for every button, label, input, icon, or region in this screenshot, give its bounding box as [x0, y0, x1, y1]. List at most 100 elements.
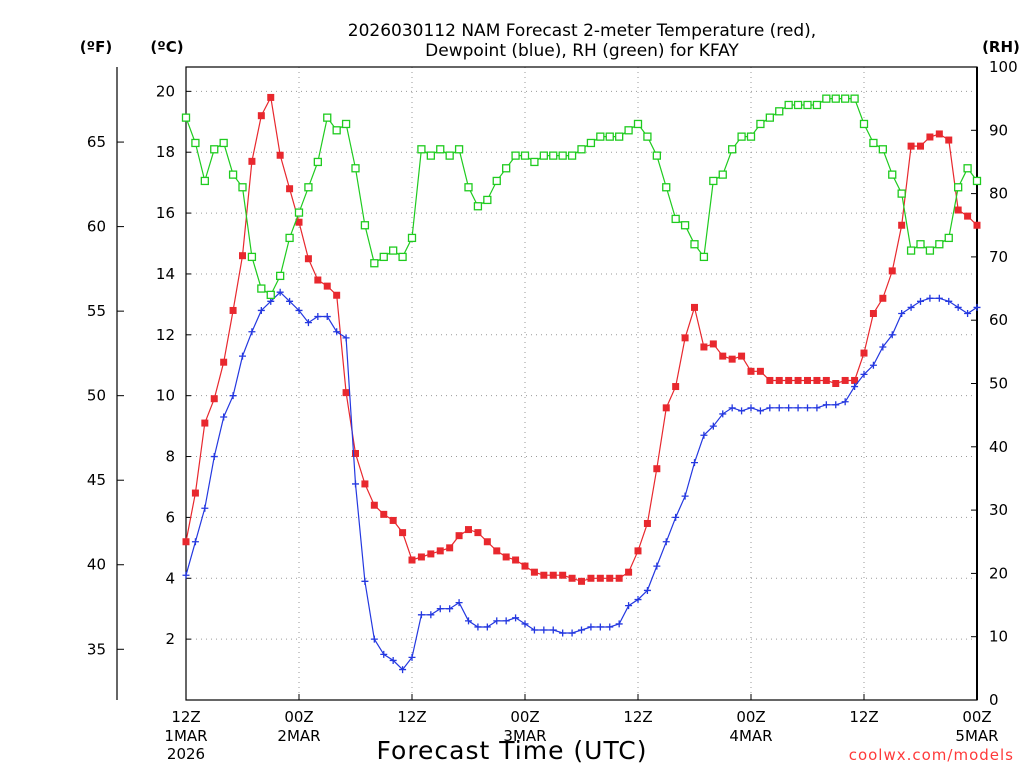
- temperature-point: [578, 577, 585, 585]
- x-tick-label: 00Z: [510, 708, 539, 726]
- temperature-point: [728, 355, 736, 363]
- rh-point: [379, 252, 388, 262]
- rh-point: [756, 119, 765, 129]
- temperature-point: [239, 252, 246, 260]
- rh-point: [313, 157, 322, 167]
- rh-tick-label: 10: [989, 628, 1008, 646]
- rh-point: [878, 145, 887, 154]
- temperature-point: [483, 538, 491, 546]
- rh-tick-label: 90: [989, 121, 1008, 139]
- rh-point: [351, 164, 360, 173]
- dewpoint-point: [323, 313, 331, 321]
- temperature-point: [879, 294, 887, 302]
- rh-point: [831, 94, 840, 103]
- rh-point: [765, 113, 774, 122]
- dewpoint-point: [879, 343, 887, 351]
- dewpoint-point: [822, 401, 830, 409]
- series-line: [185, 97, 978, 296]
- dewpoint-point: [389, 656, 397, 664]
- dewpoint-point: [220, 413, 228, 421]
- temperature-point: [804, 376, 811, 384]
- rh-point: [360, 221, 370, 230]
- rh-point: [511, 151, 520, 160]
- temperature-point: [276, 151, 284, 159]
- rh-point: [935, 240, 944, 249]
- dewpoint-point: [888, 331, 896, 339]
- dewpoint-point: [832, 401, 840, 409]
- tick-labels: 2 4 6 8 10 12 14 16 18 20 35 40 45 50 55 60 65 0 10 20 30 40 5…: [87, 58, 1018, 763]
- rh-point: [200, 176, 209, 186]
- rh-point: [615, 132, 624, 141]
- dewpoint-point: [248, 328, 256, 336]
- temperature-point: [785, 376, 793, 384]
- celsius-unit-label: (ºC): [150, 38, 183, 56]
- celsius-tick-label: 16: [156, 204, 175, 222]
- dewpoint-point: [869, 361, 877, 369]
- x-tick-date-label: 5MAR: [955, 727, 998, 745]
- dewpoint-point: [568, 629, 576, 637]
- rh-point: [888, 170, 897, 179]
- dewpoint-point: [304, 319, 312, 327]
- temperature-point: [822, 376, 830, 384]
- dewpoint-point: [785, 404, 793, 412]
- rh-point: [567, 151, 577, 160]
- x-tick-date-label: 1MAR: [164, 727, 207, 745]
- rh-point: [257, 284, 266, 293]
- temperature-point: [521, 562, 529, 570]
- dewpoint-point: [191, 538, 199, 546]
- dewpoint-point: [276, 288, 284, 296]
- temperature-point: [333, 291, 341, 299]
- rh-point: [323, 113, 332, 122]
- rh-point: [549, 151, 558, 160]
- fahrenheit-tick-label: 40: [87, 556, 106, 574]
- temperature-point: [625, 568, 633, 576]
- fahrenheit-tick-label: 35: [87, 640, 106, 658]
- temperature-point: [606, 574, 614, 582]
- rh-tick-label: 0: [989, 691, 999, 709]
- series-group: [182, 93, 981, 585]
- rh-point: [389, 246, 398, 255]
- temperature-point: [352, 449, 359, 457]
- temperature-point: [248, 157, 256, 165]
- rh-point: [841, 94, 850, 103]
- rh-point: [718, 170, 727, 179]
- rh-point: [398, 252, 407, 262]
- rh-point: [662, 183, 671, 192]
- temperature-point: [935, 130, 943, 138]
- rh-point: [859, 119, 869, 129]
- rh-point: [954, 183, 963, 192]
- fahrenheit-tick-label: 55: [87, 302, 106, 320]
- rh-tick-label: 100: [989, 58, 1018, 76]
- temperature-point: [634, 547, 642, 555]
- dewpoint-point: [841, 398, 849, 406]
- dewpoint-point: [295, 306, 303, 314]
- rh-point: [502, 164, 511, 173]
- rh-tick-label: 80: [989, 185, 1008, 203]
- dewpoint-point: [747, 404, 755, 412]
- rh-point: [219, 138, 228, 148]
- temperature-point: [841, 376, 849, 384]
- rh-point: [680, 221, 690, 230]
- rh-point: [558, 151, 567, 160]
- temperature-point: [672, 383, 680, 391]
- temperature-point: [408, 556, 416, 564]
- temperature-point: [267, 93, 275, 101]
- temperature-point: [813, 376, 821, 384]
- rh-tick-label: 40: [989, 438, 1008, 456]
- rh-point: [963, 164, 972, 173]
- dewpoint-point: [239, 352, 246, 360]
- celsius-tick-label: 8: [165, 448, 175, 466]
- celsius-tick-label: 12: [156, 326, 175, 344]
- rh-point: [266, 290, 275, 300]
- dewpoint-point: [417, 611, 425, 619]
- temperature-point: [257, 112, 265, 120]
- temperature-point: [210, 395, 218, 403]
- dewpoint-point: [474, 623, 482, 631]
- dewpoint-point: [653, 562, 661, 570]
- dewpoint-point: [898, 310, 906, 318]
- dewpoint-point: [578, 626, 585, 634]
- rh-tick-label: 30: [989, 501, 1008, 519]
- temperature-point: [832, 380, 840, 387]
- rh-point: [464, 183, 473, 192]
- rh-tick-label: 50: [989, 375, 1008, 393]
